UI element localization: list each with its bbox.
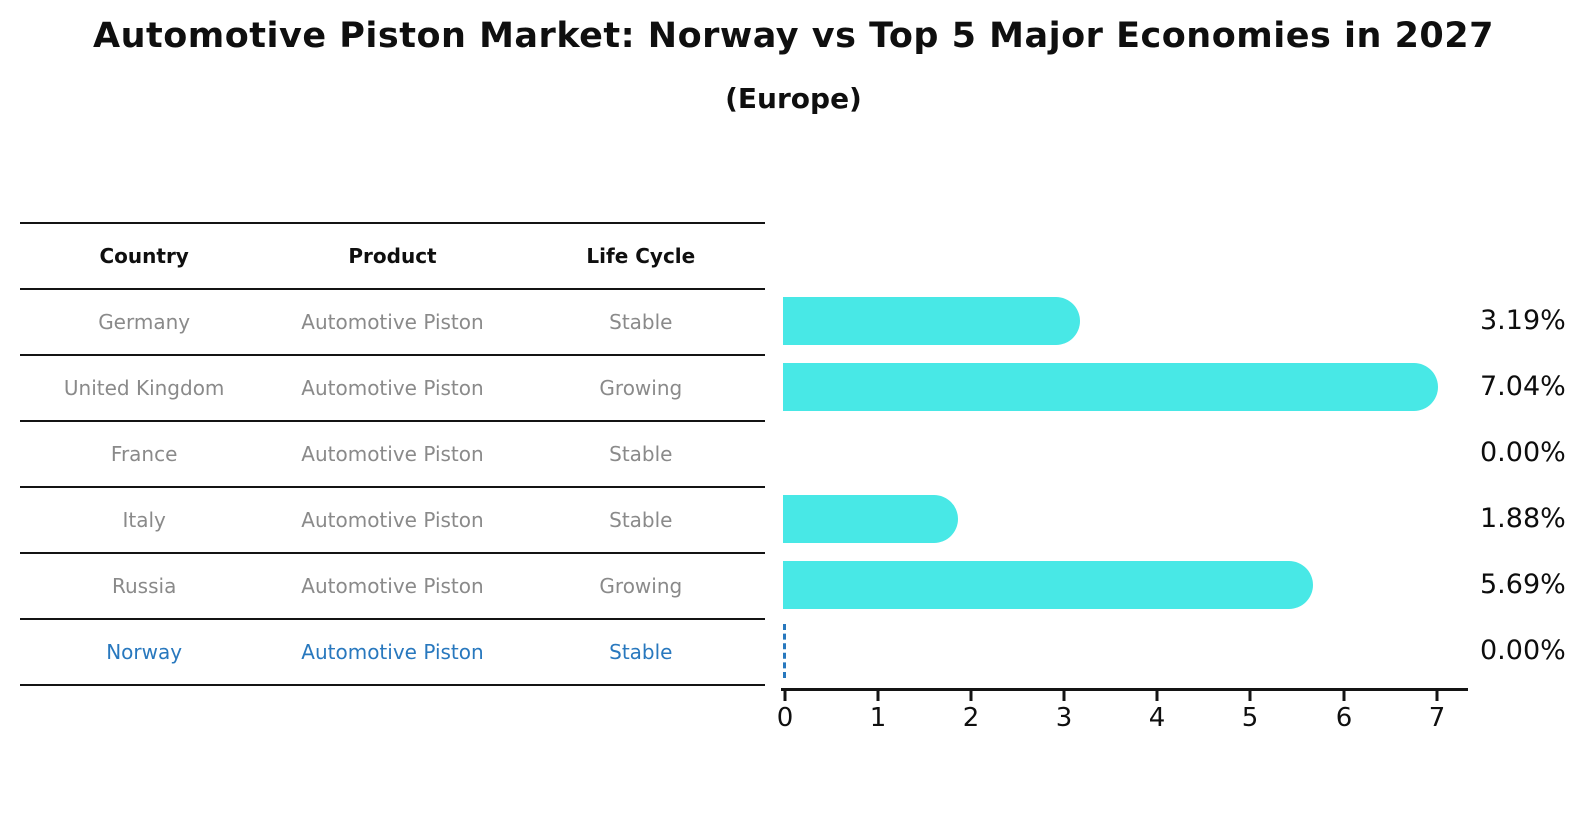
x-tick-mark xyxy=(783,691,787,701)
cell-product: Automotive Piston xyxy=(301,376,484,400)
cell-product: Automotive Piston xyxy=(301,574,484,598)
cell-product: Automotive Piston xyxy=(301,640,484,664)
value-label: 0.00% xyxy=(1480,635,1566,666)
table-body: Germany Automotive Piston Stable United … xyxy=(20,290,765,686)
table-header-row: Country Product Life Cycle xyxy=(20,224,765,290)
x-tick-mark xyxy=(1155,691,1159,701)
chart-row: 1.88% xyxy=(783,486,1587,552)
value-bar xyxy=(783,363,1438,411)
x-tick-mark xyxy=(1062,691,1066,701)
table-row: Russia Automotive Piston Growing xyxy=(20,554,765,620)
cell-life-cycle: Growing xyxy=(599,574,683,598)
cell-product: Automotive Piston xyxy=(301,442,484,466)
cell-country: Germany xyxy=(98,310,191,334)
x-axis-line xyxy=(781,688,1468,691)
x-tick-mark xyxy=(1248,691,1252,701)
cell-life-cycle: Stable xyxy=(609,508,673,532)
x-tick-label: 7 xyxy=(1428,703,1446,733)
cell-life-cycle: Stable xyxy=(609,442,673,466)
x-tick-mark xyxy=(969,691,973,701)
table-row-highlighted: Norway Automotive Piston Stable xyxy=(20,620,765,686)
chart-row: 0.00% xyxy=(783,420,1587,486)
chart-subtitle: (Europe) xyxy=(725,82,862,115)
zero-value-dashed-marker xyxy=(783,624,786,678)
cell-product: Automotive Piston xyxy=(301,310,484,334)
value-label: 1.88% xyxy=(1480,503,1566,534)
value-label: 7.04% xyxy=(1480,371,1566,402)
x-tick-mark xyxy=(876,691,880,701)
bar-chart: 3.19% 7.04% 0.00% 1.88% 5.69% 0.00% xyxy=(783,288,1587,684)
x-tick-label: 1 xyxy=(869,703,887,733)
cell-product: Automotive Piston xyxy=(301,508,484,532)
cell-country: France xyxy=(110,442,178,466)
x-tick-label: 5 xyxy=(1241,703,1259,733)
column-header-product: Product xyxy=(348,244,437,268)
x-tick-mark xyxy=(1435,691,1439,701)
column-header-life-cycle: Life Cycle xyxy=(586,244,696,268)
chart-row: 5.69% xyxy=(783,552,1587,618)
chart-title: Automotive Piston Market: Norway vs Top … xyxy=(92,16,1494,56)
x-tick-label: 2 xyxy=(962,703,980,733)
table-row: Italy Automotive Piston Stable xyxy=(20,488,765,554)
table-row: Germany Automotive Piston Stable xyxy=(20,290,765,356)
x-tick-label: 4 xyxy=(1148,703,1166,733)
table-row: United Kingdom Automotive Piston Growing xyxy=(20,356,765,422)
x-tick-label: 3 xyxy=(1055,703,1073,733)
value-label: 5.69% xyxy=(1480,569,1566,600)
chart-row: 3.19% xyxy=(783,288,1587,354)
cell-country: Italy xyxy=(122,508,166,532)
chart-row: 0.00% xyxy=(783,618,1587,684)
cell-country: Russia xyxy=(112,574,177,598)
cell-life-cycle: Growing xyxy=(599,376,683,400)
x-tick-label: 0 xyxy=(776,703,794,733)
value-label: 0.00% xyxy=(1480,437,1566,468)
table-row: France Automotive Piston Stable xyxy=(20,422,765,488)
value-bar xyxy=(783,561,1313,609)
chart-row: 7.04% xyxy=(783,354,1587,420)
column-header-country: Country xyxy=(99,244,189,268)
value-bar xyxy=(783,495,958,543)
x-tick-label: 6 xyxy=(1335,703,1353,733)
cell-country: United Kingdom xyxy=(63,376,225,400)
value-label: 3.19% xyxy=(1480,305,1566,336)
cell-life-cycle: Stable xyxy=(609,640,673,664)
value-bar xyxy=(783,297,1080,345)
x-tick-mark xyxy=(1342,691,1346,701)
cell-country: Norway xyxy=(106,640,183,664)
country-table: Country Product Life Cycle Germany Autom… xyxy=(20,222,765,686)
cell-life-cycle: Stable xyxy=(609,310,673,334)
